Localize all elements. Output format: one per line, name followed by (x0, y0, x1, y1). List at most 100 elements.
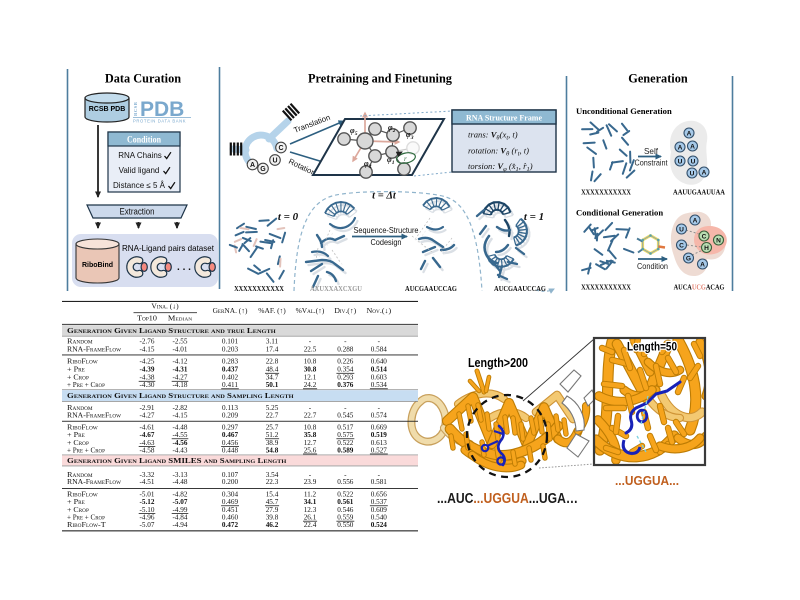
svg-text:38.9: 38.9 (266, 439, 279, 447)
svg-text:. . .: . . . (177, 262, 191, 273)
svg-text:Sequence-Structure: Sequence-Structure (354, 225, 419, 235)
svg-text:48.4: 48.4 (266, 366, 279, 374)
svg-text:+ Pre: + Pre (67, 365, 85, 373)
svg-text:0.113: 0.113 (222, 404, 238, 412)
svg-text:23.9: 23.9 (304, 478, 317, 486)
svg-text:-4.67: -4.67 (140, 431, 155, 439)
svg-text:-4.39: -4.39 (140, 366, 155, 374)
svg-text:-: - (309, 404, 312, 412)
svg-text:φ4: φ4 (364, 159, 372, 170)
svg-text:0.522: 0.522 (337, 439, 354, 447)
svg-text:0.589: 0.589 (337, 446, 354, 454)
svg-text:30.8: 30.8 (304, 366, 317, 374)
svg-text:AUCGAAUCCAG: AUCGAAUCCAG (494, 286, 547, 293)
svg-text:0.656: 0.656 (371, 490, 388, 498)
svg-text:A: A (687, 130, 692, 137)
svg-text:-4.96: -4.96 (140, 514, 155, 522)
svg-text:XXXXXXXXXXX: XXXXXXXXXXX (581, 189, 631, 196)
svg-text:trans: Vθ(xt, t): trans: Vθ(xt, t) (468, 130, 518, 142)
svg-text:25.7: 25.7 (266, 424, 279, 432)
svg-text:-: - (344, 471, 347, 479)
svg-text:34.7: 34.7 (266, 374, 279, 382)
svg-text:0.550: 0.550 (337, 521, 354, 529)
svg-text:0.297: 0.297 (222, 424, 239, 432)
svg-text:Valid ligand: Valid ligand (119, 166, 160, 175)
svg-text:Generation Given Ligand Struct: Generation Given Ligand Structure and tr… (67, 327, 276, 335)
svg-text:27.9: 27.9 (266, 506, 279, 514)
svg-text:Data Curation: Data Curation (105, 72, 181, 86)
svg-text:-4.27: -4.27 (173, 374, 188, 382)
svg-text:0.540: 0.540 (371, 514, 388, 522)
svg-text:-: - (344, 338, 347, 346)
svg-text:Pretraining and Finetuning: Pretraining and Finetuning (308, 72, 453, 86)
svg-text:+ Crop: + Crop (67, 438, 89, 447)
svg-text:39.8: 39.8 (266, 514, 279, 522)
svg-text:Top10: Top10 (137, 314, 157, 322)
svg-text:φ5: φ5 (350, 126, 358, 137)
svg-text:0.451: 0.451 (222, 506, 239, 514)
svg-text:Generation Given Ligand SMILES: Generation Given Ligand SMILES and Sampl… (67, 456, 287, 464)
svg-text:XXXXXXXXXXX: XXXXXXXXXXX (581, 284, 631, 291)
svg-text:AUCGAAUCCAG: AUCGAAUCCAG (405, 286, 458, 293)
svg-text:-4.27: -4.27 (140, 412, 155, 420)
svg-text:Constraint: Constraint (635, 158, 669, 168)
svg-text:0.411: 0.411 (222, 381, 238, 389)
svg-text:0.437: 0.437 (222, 366, 239, 374)
svg-text:RNA Structure Frame: RNA Structure Frame (466, 113, 542, 123)
svg-text:0.517: 0.517 (337, 424, 354, 432)
svg-text:-: - (378, 471, 381, 479)
svg-text:A: A (702, 169, 707, 176)
svg-text:A: A (250, 162, 255, 169)
svg-text:-5.12: -5.12 (140, 498, 155, 506)
svg-text:0.376: 0.376 (337, 381, 354, 389)
svg-text:RiboFlow: RiboFlow (67, 357, 98, 366)
svg-text:0.581: 0.581 (371, 478, 388, 486)
svg-text:-4.82: -4.82 (173, 490, 188, 498)
svg-text:PDB: PDB (140, 98, 184, 121)
svg-text:0.200: 0.200 (222, 478, 239, 486)
svg-text:Conditional Generation: Conditional Generation (576, 208, 663, 218)
svg-text:0.640: 0.640 (371, 358, 388, 366)
svg-text:Random: Random (67, 470, 93, 478)
svg-text:Div.(↑): Div.(↑) (334, 306, 356, 315)
svg-text:RCSB PDB: RCSB PDB (89, 106, 126, 113)
svg-text:XXXXXXXXXXX: XXXXXXXXXXX (234, 286, 284, 293)
svg-text:-4.31: -4.31 (173, 366, 188, 374)
svg-text:0.293: 0.293 (337, 374, 354, 382)
svg-text:U: U (690, 170, 695, 177)
svg-text:10.8: 10.8 (304, 358, 317, 366)
svg-text:A: A (700, 261, 705, 268)
svg-text:Vina. (↓): Vina. (↓) (151, 301, 179, 310)
svg-text:H: H (704, 245, 709, 252)
svg-text:0.534: 0.534 (371, 381, 388, 389)
svg-text:0.522: 0.522 (337, 490, 354, 498)
svg-text:RiboFlow-T: RiboFlow-T (67, 520, 106, 528)
svg-text:Translation: Translation (292, 113, 331, 135)
svg-text:12.7: 12.7 (304, 439, 317, 447)
svg-text:0.574: 0.574 (371, 412, 388, 420)
svg-text:-: - (378, 338, 381, 346)
svg-text:-4.63: -4.63 (140, 439, 155, 447)
svg-text:C: C (679, 242, 684, 249)
svg-text:-4.38: -4.38 (140, 374, 155, 382)
svg-text:AAUUGAAUUAA: AAUUGAAUUAA (673, 189, 725, 196)
svg-text:0.527: 0.527 (371, 446, 388, 454)
svg-text:RCSB: RCSB (133, 102, 138, 116)
svg-text:-4.84: -4.84 (173, 514, 188, 522)
svg-text:-5.10: -5.10 (140, 506, 155, 514)
svg-text:46.2: 46.2 (266, 521, 279, 529)
svg-text:22.8: 22.8 (266, 358, 279, 366)
svg-text:U: U (272, 158, 277, 165)
svg-text:0.402: 0.402 (222, 374, 239, 382)
svg-text:-: - (309, 338, 312, 346)
svg-text:24.2: 24.2 (304, 381, 317, 389)
svg-text:%AF. (↑): %AF. (↑) (258, 306, 286, 315)
svg-text:0.448: 0.448 (222, 446, 239, 454)
svg-text:RNA Chains: RNA Chains (118, 151, 162, 160)
svg-text:G: G (686, 255, 691, 262)
svg-text:0.519: 0.519 (371, 431, 388, 439)
svg-text:0.467: 0.467 (222, 431, 239, 439)
svg-text:0.472: 0.472 (222, 521, 239, 529)
svg-text:GerNA. (↑): GerNA. (↑) (213, 306, 248, 315)
svg-text:22.4: 22.4 (304, 521, 317, 529)
